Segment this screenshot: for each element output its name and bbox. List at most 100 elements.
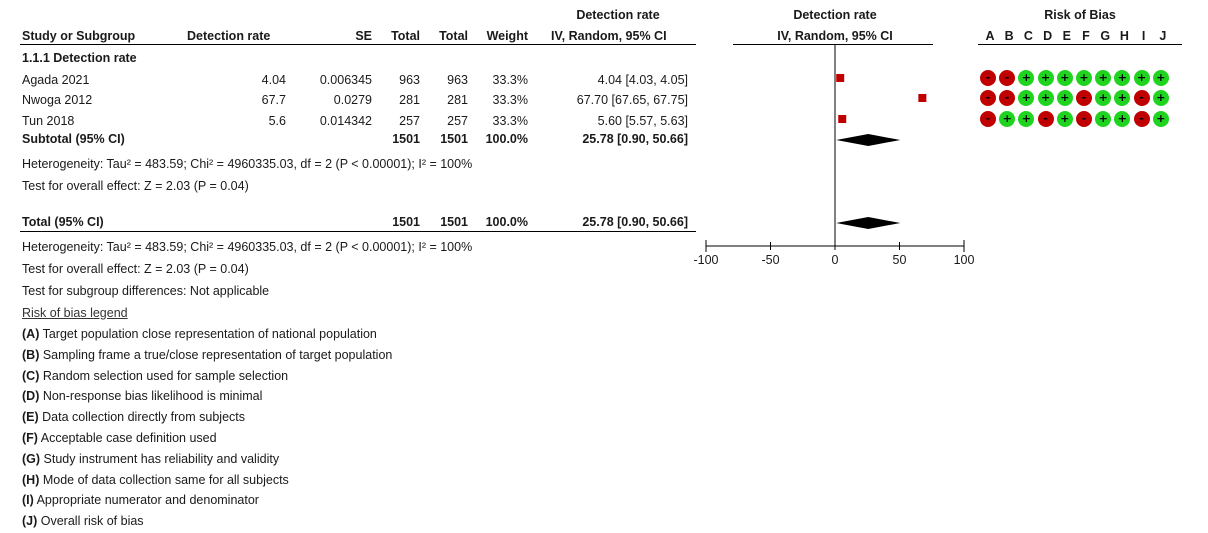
rob-low-risk-icon: + — [1114, 70, 1131, 86]
rob-legend-text: Non-response bias likelihood is minimal — [39, 389, 263, 404]
study-ci: 5.60 [5.57, 5.63] — [597, 114, 688, 128]
rob-legend-item: (A) Target population close representati… — [22, 327, 377, 341]
rob-legend-item: (J) Overall risk of bias — [22, 514, 144, 528]
subtotal-weight: 100.0% — [485, 132, 528, 146]
rob-legend-text: Sampling frame a true/close representati… — [39, 347, 393, 362]
total-label: Total (95% CI) — [22, 215, 104, 229]
rob-low-risk-icon: + — [1056, 90, 1073, 106]
rob-high-risk-icon: - — [980, 111, 996, 127]
rob-legend-key: (G) — [22, 451, 41, 466]
rob-title: Risk of Bias — [1044, 8, 1116, 22]
rob-letter-c: C — [1023, 29, 1033, 43]
study-se: 0.0279 — [333, 93, 372, 107]
rob-letter-b: B — [1004, 29, 1014, 43]
rob-high-risk-icon: - — [1133, 90, 1150, 106]
header-rule-plot — [733, 44, 933, 45]
rob-letter-g: G — [1100, 29, 1111, 43]
rob-high-risk-icon: - — [999, 70, 1016, 86]
rob-high-risk-icon: - — [1133, 111, 1150, 127]
rob-legend-key: (E) — [22, 410, 39, 425]
total-total2: 1501 — [440, 215, 468, 229]
subtotal-total2: 1501 — [440, 132, 468, 146]
rob-legend-item: (E) Data collection directly from subjec… — [22, 410, 245, 424]
study-name: Nwoga 2012 — [22, 93, 93, 107]
study-point — [836, 74, 845, 82]
rob-legend-item: (H) Mode of data collection same for all… — [22, 473, 289, 487]
subgroup-differences: Test for subgroup differences: Not appli… — [22, 284, 270, 298]
rob-low-risk-icon: + — [1133, 70, 1150, 86]
study-total1: 963 — [399, 73, 420, 87]
total-overall-effect: Test for overall effect: Z = 2.03 (P = 0… — [22, 262, 249, 276]
study-se: 0.014342 — [319, 114, 372, 128]
study-point — [918, 94, 927, 102]
rob-legend-item: (D) Non-response bias likelihood is mini… — [22, 389, 262, 403]
rob-legend-item: (C) Random selection used for sample sel… — [22, 369, 288, 383]
header-rule-left — [20, 44, 696, 45]
rob-letter-h: H — [1119, 29, 1129, 43]
rob-low-risk-icon: + — [1037, 70, 1054, 86]
x-tick-label: 50 — [893, 253, 907, 267]
rob-low-risk-icon: + — [1056, 70, 1073, 86]
rob-legend-text: Overall risk of bias — [37, 514, 144, 529]
study-total2: 963 — [447, 73, 468, 87]
col-study-header: Study or Subgroup — [22, 29, 136, 43]
rob-high-risk-icon: - — [1076, 111, 1092, 127]
rob-legend-text: Random selection used for sample selecti… — [39, 368, 289, 383]
study-rate: 4.04 — [261, 73, 286, 87]
rob-high-risk-icon: - — [980, 70, 996, 86]
pooled-diamond — [836, 217, 901, 229]
rob-letter-i: I — [1141, 29, 1146, 43]
subtotal-total1: 1501 — [392, 132, 420, 146]
study-rate: 67.7 — [261, 93, 286, 107]
plot-header-bottom: IV, Random, 95% CI — [777, 29, 893, 43]
rob-legend-item: (B) Sampling frame a true/close represen… — [22, 348, 392, 362]
rob-low-risk-icon: + — [1095, 90, 1112, 106]
rob-low-risk-icon: + — [1018, 111, 1035, 127]
effect-header-bottom: IV, Random, 95% CI — [551, 29, 667, 43]
rob-legend-key: (B) — [22, 347, 40, 362]
study-point — [838, 115, 847, 123]
x-tick-label: 0 — [832, 253, 839, 267]
rob-legend-key: (H) — [22, 472, 40, 487]
x-tick-label: -50 — [761, 253, 779, 267]
study-weight: 33.3% — [492, 93, 528, 107]
subtotal-overall-effect: Test for overall effect: Z = 2.03 (P = 0… — [22, 179, 249, 193]
rob-low-risk-icon: + — [1152, 90, 1169, 106]
rob-low-risk-icon: + — [1095, 70, 1112, 86]
total-weight: 100.0% — [485, 215, 528, 229]
subgroup-title: 1.1.1 Detection rate — [22, 51, 137, 65]
study-total1: 281 — [399, 93, 420, 107]
study-weight: 33.3% — [492, 114, 528, 128]
rob-low-risk-icon: + — [1018, 70, 1035, 86]
rob-legend-text: Acceptable case definition used — [37, 431, 217, 445]
rob-legend-text: Data collection directly from subjects — [38, 410, 246, 425]
pooled-diamond — [836, 134, 901, 146]
rob-letter-f: F — [1082, 29, 1090, 43]
study-total2: 257 — [447, 114, 468, 128]
total-total1: 1501 — [392, 215, 420, 229]
rob-low-risk-icon: + — [1018, 90, 1035, 106]
study-weight: 33.3% — [492, 73, 528, 87]
rob-low-risk-icon: + — [1114, 111, 1131, 127]
col-total2-header: Total — [439, 29, 468, 43]
rob-legend-key: (C) — [22, 368, 40, 383]
rob-low-risk-icon: + — [1152, 70, 1169, 86]
rob-letter-e: E — [1062, 29, 1071, 43]
subtotal-label: Subtotal (95% CI) — [22, 132, 125, 146]
rob-legend-item: (F) Acceptable case definition used — [22, 431, 217, 445]
rob-legend-item: (I) Appropriate numerator and denominato… — [22, 493, 259, 507]
study-ci: 4.04 [4.03, 4.05] — [597, 73, 688, 87]
rob-legend-key: (F) — [22, 431, 38, 445]
rob-letter-j: J — [1159, 29, 1167, 43]
rob-letter-a: A — [985, 29, 995, 43]
header-rule-rob — [978, 44, 1182, 45]
rob-legend-text: Study instrument has reliability and val… — [40, 451, 280, 466]
rob-legend-text: Mode of data collection same for all sub… — [39, 472, 289, 487]
rob-low-risk-icon: + — [1095, 111, 1112, 127]
rob-low-risk-icon: + — [1056, 111, 1073, 127]
rob-high-risk-icon: - — [999, 90, 1016, 106]
total-heterogeneity: Heterogeneity: Tau² = 483.59; Chi² = 496… — [22, 240, 473, 254]
rob-legend-key: (A) — [22, 327, 40, 341]
study-total1: 257 — [399, 114, 420, 128]
